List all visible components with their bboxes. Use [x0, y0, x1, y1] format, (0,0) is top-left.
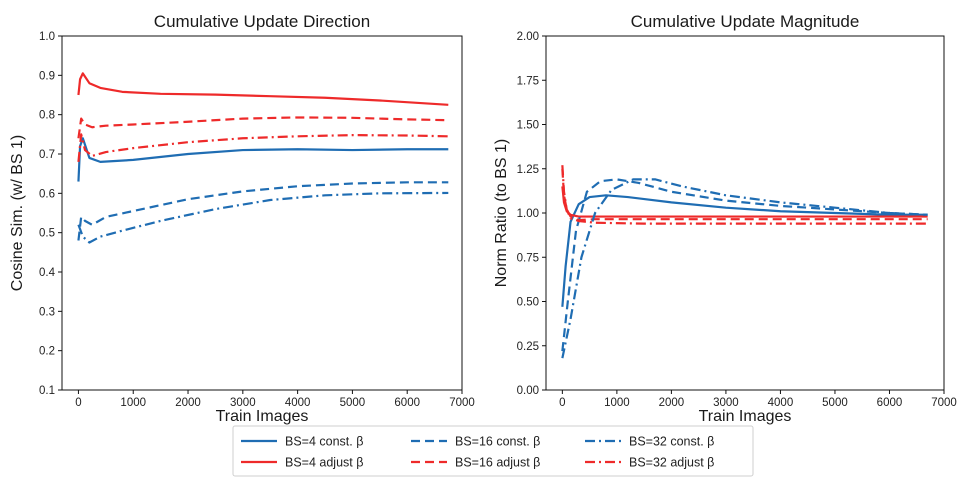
direction-plot-frame	[61, 35, 463, 391]
magnitude-y-tick-label: 1.25	[517, 164, 539, 176]
direction-x-tick-label: 1000	[120, 397, 146, 409]
direction-series-bs-4-adjust-line	[77, 72, 449, 106]
magnitude-x-tick-label: 5000	[822, 397, 848, 409]
magnitude-x-tick-label: 2000	[659, 397, 685, 409]
direction-y-tick-label: 0.2	[39, 346, 55, 358]
direction-y-tick-label: 0.6	[39, 188, 55, 200]
direction-series-bs-32-adjust-line	[77, 133, 449, 162]
direction-y-tick-label: 0.8	[39, 110, 55, 122]
magnitude-x-tick-label: 3000	[713, 397, 739, 409]
direction-x-tick-label: 7000	[449, 397, 475, 409]
magnitude-series-bs-4-const-line	[561, 194, 928, 307]
direction-x-tick-label: 4000	[285, 397, 311, 409]
direction-y-tick-label: 0.9	[39, 70, 55, 82]
magnitude-chart-title: Cumulative Update Magnitude	[631, 12, 860, 31]
direction-y-tick-label: 0.3	[39, 306, 55, 318]
magnitude-series-bs-16-const-line	[561, 178, 928, 352]
direction-y-tick-label: 1.0	[39, 31, 55, 43]
direction-chart-title: Cumulative Update Direction	[154, 12, 370, 31]
magnitude-x-tick-label: 0	[559, 397, 565, 409]
magnitude-y-axis-label: Norm Ratio (to BS 1)	[493, 139, 510, 287]
direction-series-bs-16-const-line	[77, 181, 449, 241]
magnitude-x-tick-label: 4000	[768, 397, 794, 409]
direction-x-tick-label: 2000	[175, 397, 201, 409]
direction-series-bs-32-const-line	[77, 191, 449, 244]
direction-x-tick-label: 6000	[394, 397, 420, 409]
legend-label: BS=4 adjust β	[285, 456, 363, 470]
legend-label: BS=4 const. β	[285, 435, 363, 449]
direction-series-bs-4-const-line	[77, 137, 449, 182]
magnitude-x-tick-label: 6000	[877, 397, 903, 409]
legend-box	[232, 425, 754, 477]
legend-label: BS=32 adjust β	[629, 456, 714, 470]
magnitude-y-tick-label: 0.25	[517, 341, 539, 353]
magnitude-x-tick-label: 1000	[604, 397, 630, 409]
direction-x-tick-label: 0	[75, 397, 81, 409]
magnitude-series-bs-32-adjust-line	[561, 165, 928, 225]
direction-chart: Cumulative Update Direction 0 1000 2000 3000…	[9, 12, 475, 425]
direction-y-tick-label: 0.5	[39, 228, 55, 240]
magnitude-y-tick-label: 1.50	[517, 120, 539, 132]
magnitude-series-bs-32-const-line	[561, 178, 928, 359]
direction-x-axis-label: Train Images	[216, 408, 309, 425]
magnitude-x-axis-label: Train Images	[699, 408, 792, 425]
magnitude-y-tick-label: 0.50	[517, 297, 539, 309]
direction-series-bs-16-adjust-line	[77, 116, 449, 139]
direction-y-tick-label: 0.4	[39, 267, 56, 279]
magnitude-chart: Cumulative Update Magnitude 0 1000 2000 3000…	[493, 12, 957, 425]
magnitude-y-tick-label: 2.00	[517, 31, 539, 43]
magnitude-y-tick-label: 0.75	[517, 252, 539, 264]
direction-x-tick-label: 3000	[230, 397, 256, 409]
magnitude-series-bs-16-adjust-line	[561, 168, 928, 222]
legend: BS=4 const. β BS=16 const. β BS=32 const. …	[232, 425, 754, 477]
direction-x-tick-label: 5000	[340, 397, 366, 409]
legend-label: BS=16 adjust β	[455, 456, 540, 470]
direction-y-tick-label: 0.1	[39, 385, 55, 397]
magnitude-y-tick-label: 0.00	[517, 385, 539, 397]
magnitude-x-tick-label: 7000	[931, 397, 957, 409]
magnitude-plot-frame	[545, 35, 945, 391]
direction-y-axis-label: Cosine Sim. (w/ BS 1)	[9, 135, 26, 291]
direction-y-tick-label: 0.7	[39, 149, 55, 161]
legend-label: BS=16 const. β	[455, 435, 540, 449]
magnitude-y-tick-label: 1.00	[517, 208, 539, 220]
magnitude-y-tick-label: 1.75	[517, 75, 539, 87]
legend-label: BS=32 const. β	[629, 435, 714, 449]
